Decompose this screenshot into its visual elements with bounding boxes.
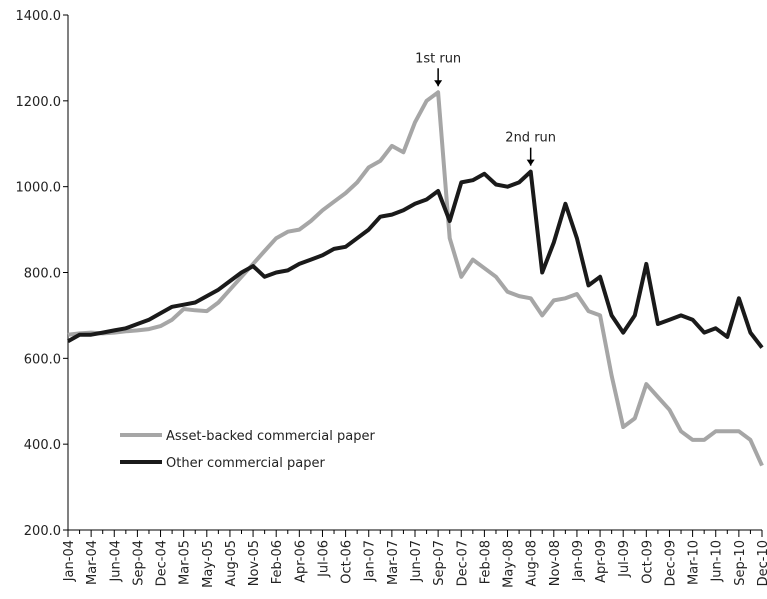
x-tick-label: Aug-05 <box>224 540 239 587</box>
x-tick-label: Dec-09 <box>663 540 678 586</box>
legend-label: Other commercial paper <box>166 456 325 471</box>
x-tick-label: Apr-09 <box>594 540 609 583</box>
x-tick-label: Jun-07 <box>409 540 424 583</box>
x-tick-label: Sep-07 <box>432 540 447 586</box>
x-tick-label: Oct-06 <box>340 540 355 584</box>
annotation: 2nd run <box>505 131 556 146</box>
x-tick-label: May-08 <box>502 540 517 588</box>
y-tick-label: 400.0 <box>24 438 61 453</box>
x-tick-label: Feb-06 <box>270 540 285 584</box>
y-tick-label: 200.0 <box>24 524 61 539</box>
x-tick-label: Jan-04 <box>62 540 77 582</box>
annotation: 1st run <box>415 51 461 66</box>
x-tick-label: Dec-10 <box>756 540 767 586</box>
y-tick-label: 800.0 <box>24 267 61 282</box>
x-tick-label: Jun-10 <box>710 540 725 583</box>
legend-label: Asset-backed commercial paper <box>166 429 375 444</box>
x-tick-label: Dec-04 <box>155 540 170 586</box>
y-tick-label: 600.0 <box>24 352 61 367</box>
x-tick-label: Nov-05 <box>247 540 262 586</box>
x-tick-label: Mar-10 <box>687 540 702 585</box>
series-line <box>67 90 764 467</box>
y-tick-label: 1400.0 <box>16 9 62 24</box>
x-tick-label: Apr-06 <box>293 540 308 583</box>
x-tick-label: Sep-04 <box>131 540 146 586</box>
series-line <box>67 169 764 349</box>
x-tick-label: Mar-04 <box>85 540 100 585</box>
x-tick-label: Jun-04 <box>108 540 123 583</box>
x-tick-label: Jul-06 <box>316 540 331 578</box>
x-tick-label: Jan-07 <box>363 540 378 582</box>
y-tick-label: 1200.0 <box>16 95 62 110</box>
x-tick-label: Dec-07 <box>455 540 470 586</box>
x-tick-label: Jul-09 <box>617 540 632 578</box>
x-tick-label: Aug-08 <box>525 540 540 587</box>
x-tick-label: Mar-07 <box>386 540 401 585</box>
x-tick-label: Sep-10 <box>733 540 748 586</box>
x-tick-label: Nov-08 <box>548 540 563 586</box>
annotation-arrowhead <box>526 159 535 166</box>
x-tick-label: Feb-08 <box>478 540 493 584</box>
x-tick-label: May-05 <box>201 540 216 588</box>
x-tick-label: Oct-09 <box>640 540 655 584</box>
y-tick-label: 1000.0 <box>16 181 62 196</box>
x-tick-label: Mar-05 <box>178 540 193 585</box>
x-tick-label: Jan-09 <box>571 540 586 582</box>
annotation-arrowhead <box>434 80 443 87</box>
